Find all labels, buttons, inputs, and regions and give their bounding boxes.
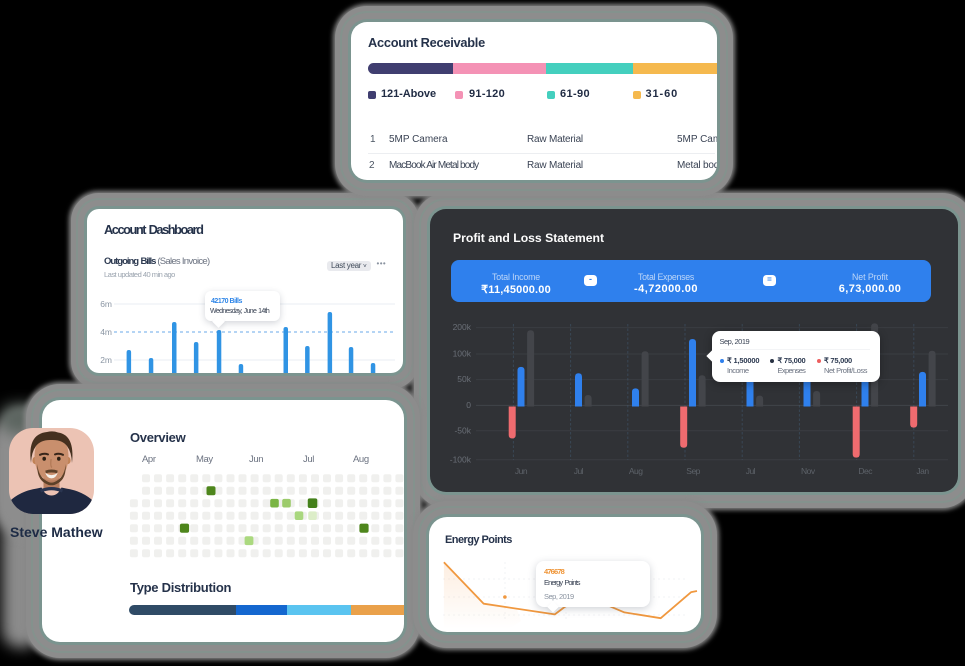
- svg-text:Jan: Jan: [916, 466, 929, 476]
- svg-text:-50k: -50k: [454, 425, 471, 435]
- svg-text:Jun: Jun: [515, 466, 528, 476]
- svg-text:6m: 6m: [100, 299, 112, 309]
- svg-text:Dec: Dec: [858, 466, 873, 476]
- svg-text:200k: 200k: [453, 322, 472, 332]
- svg-text:50k: 50k: [457, 374, 471, 384]
- svg-text:Nov: Nov: [801, 466, 816, 476]
- svg-text:-100k: -100k: [450, 454, 472, 464]
- svg-text:0: 0: [466, 400, 471, 410]
- svg-text:Aug: Aug: [629, 466, 643, 476]
- svg-text:2m: 2m: [100, 355, 112, 365]
- svg-text:Jul: Jul: [746, 466, 756, 476]
- svg-text:4m: 4m: [100, 327, 112, 337]
- svg-text:100k: 100k: [453, 349, 472, 359]
- svg-text:Sep: Sep: [686, 466, 700, 476]
- svg-text:Jul: Jul: [574, 466, 584, 476]
